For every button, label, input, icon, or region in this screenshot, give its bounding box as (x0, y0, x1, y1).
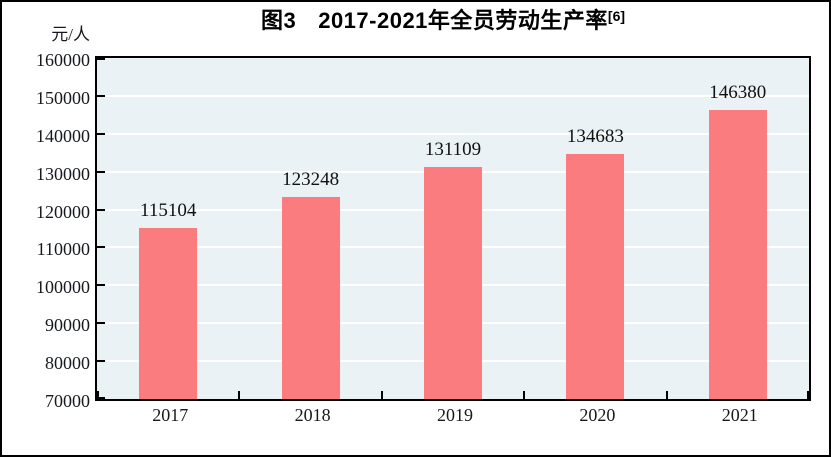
x-axis-label-2017: 2017 (152, 405, 189, 425)
y-axis-label-160000: 160000 (36, 50, 90, 70)
y-axis-label-130000: 130000 (36, 163, 90, 184)
x-tick-mark-5 (807, 391, 809, 399)
x-tick-mark-2 (380, 391, 383, 399)
y-axis-label-80000: 80000 (45, 353, 90, 374)
y-axis-unit-label: 元/人 (51, 25, 90, 44)
x-axis-label-2019: 2019 (437, 405, 473, 425)
chart-title-prefix: 图3 (260, 8, 297, 33)
bar-2018 (281, 197, 340, 399)
y-axis-label-90000: 90000 (45, 315, 90, 336)
y-tick-mark-150000 (97, 94, 105, 97)
x-tick-mark-0 (97, 391, 99, 399)
y-axis-label-150000: 150000 (36, 87, 90, 108)
x-axis-label-2020: 2020 (579, 405, 616, 425)
y-tick-mark-90000 (97, 322, 105, 325)
y-tick-mark-120000 (97, 208, 105, 211)
y-tick-mark-80000 (97, 360, 105, 363)
bar-value-label-2021: 146380 (709, 81, 767, 103)
bar-value-label-2019: 131109 (424, 139, 482, 161)
plot-area: 115104 123248 131109 134683 146380 (95, 56, 811, 401)
bar-value-label-2020: 134683 (566, 125, 624, 147)
x-tick-mark-1 (238, 391, 241, 399)
gridline-140000 (97, 132, 809, 135)
bar-2021 (708, 109, 767, 399)
x-axis-label-2018: 2018 (294, 405, 331, 425)
y-axis-label-140000: 140000 (36, 125, 90, 146)
chart-title: 图3 2017-2021年全员劳动生产率[6] (2, 8, 829, 34)
chart-title-footnote-marker: [6] (607, 8, 626, 24)
y-axis-label-70000: 70000 (45, 391, 90, 411)
y-axis-label-120000: 120000 (36, 201, 90, 222)
bar-value-label-2018: 123248 (282, 169, 340, 191)
bar-value-label-2017: 115104 (140, 200, 197, 222)
gridline-150000 (97, 94, 809, 97)
bar-2017 (139, 228, 198, 399)
x-tick-mark-4 (665, 391, 668, 399)
bar-2019 (424, 167, 482, 399)
y-tick-mark-130000 (97, 170, 105, 173)
y-axis-label-100000: 100000 (36, 277, 90, 298)
y-tick-mark-110000 (97, 246, 105, 249)
chart-title-main: 2017-2021年全员劳动生产率 (318, 8, 608, 33)
x-tick-mark-3 (523, 391, 526, 399)
y-axis-label-110000: 110000 (36, 239, 90, 260)
y-tick-mark-140000 (97, 132, 105, 135)
y-tick-mark-70000 (97, 397, 105, 399)
bar-2020 (566, 153, 625, 399)
y-tick-mark-160000 (97, 58, 105, 60)
y-tick-mark-100000 (97, 284, 105, 287)
x-axis-label-2021: 2021 (721, 405, 758, 425)
